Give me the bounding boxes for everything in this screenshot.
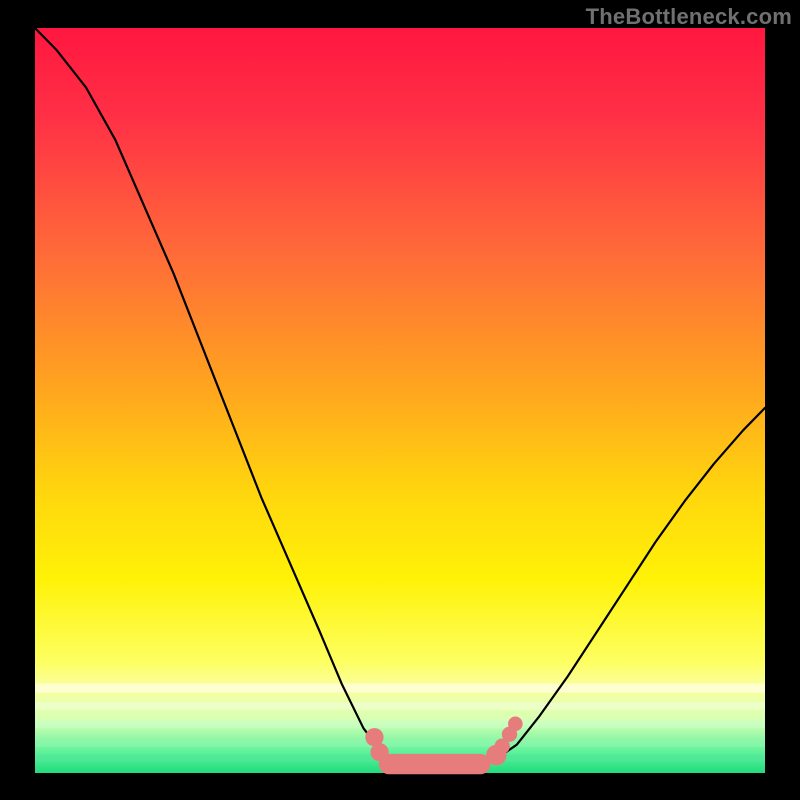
band-3 [35, 739, 765, 746]
chart-background [35, 28, 765, 773]
band-1 [35, 702, 765, 709]
bottleneck-curve-chart [0, 0, 800, 800]
band-0 [35, 684, 765, 693]
band-2 [35, 721, 765, 728]
marker-dot-6 [508, 717, 523, 732]
chart-stage: TheBottleneck.com [0, 0, 800, 800]
